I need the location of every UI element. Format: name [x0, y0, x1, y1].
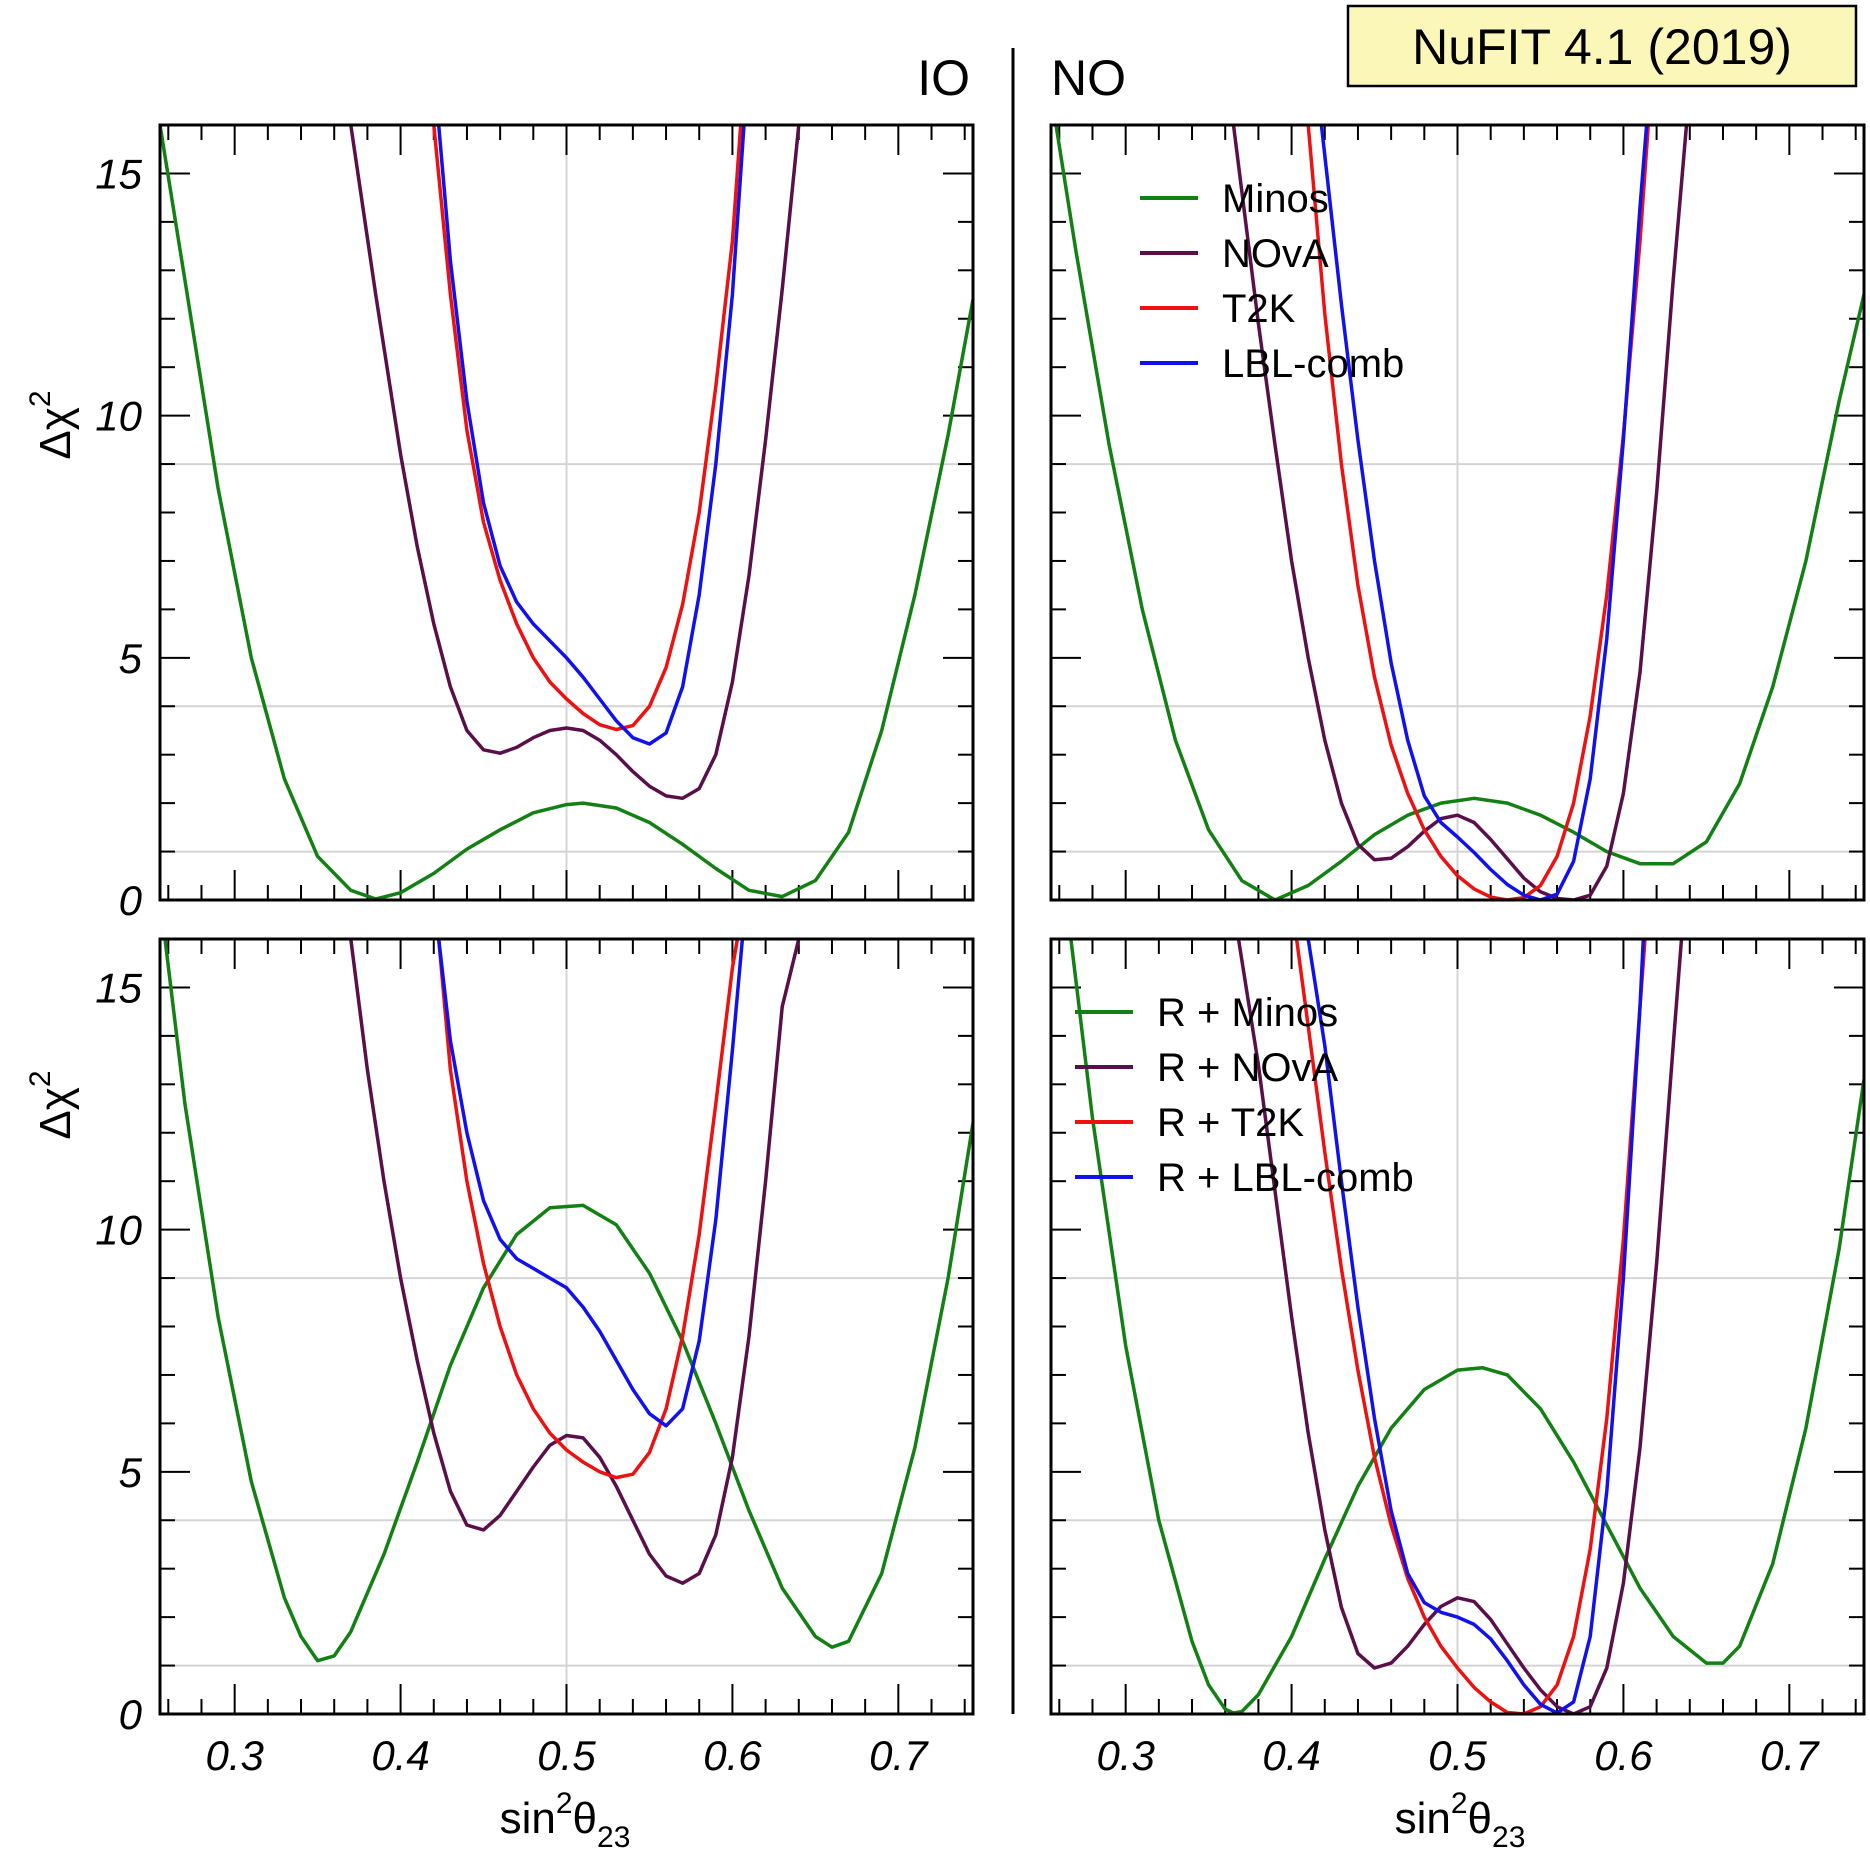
- series-line-minos: [1054, 125, 1864, 900]
- series-line-lbl: [436, 125, 746, 746]
- series-line-nova: [1236, 939, 1684, 1714]
- panel-bottom-left: 0 5 10 15 0.3 0.4 0.5 0.6 0.7: [95, 937, 975, 1779]
- y-axis-title-top: Δχ2: [24, 390, 80, 459]
- version-badge: NuFIT 4.1 (2019): [1346, 4, 1858, 88]
- legend-label: T2K: [1222, 287, 1296, 331]
- x-tick-label: 0.6: [703, 1732, 762, 1779]
- x-tick-label: 0.5: [1428, 1732, 1487, 1779]
- series-line-t2k: [1306, 125, 1651, 900]
- y-tick-label: 0: [119, 877, 143, 924]
- series-line-minos: [163, 939, 973, 1663]
- y-title-sup: 2: [24, 1070, 57, 1087]
- x-axis-title-right: sin2θ23: [1395, 1787, 1526, 1854]
- series-line-t2k: [436, 939, 740, 1480]
- series-line-nova: [349, 939, 801, 1585]
- legend-label: R + NOvA: [1157, 1046, 1338, 1090]
- svg-text:Δχ2: Δχ2: [24, 1070, 80, 1139]
- legend: Minos NOvA T2K LBL-comb: [1140, 177, 1404, 386]
- y-tick-label: 10: [95, 1207, 142, 1254]
- x-tick-label: 0.4: [1262, 1732, 1320, 1779]
- legend-label: R + T2K: [1157, 1101, 1304, 1145]
- y-tick-label: 0: [119, 1691, 143, 1738]
- panel-top-right: Minos NOvA T2K LBL-comb: [1049, 123, 1866, 902]
- x-tick-label: 0.3: [1096, 1732, 1154, 1779]
- y-title-sup: 2: [24, 390, 57, 407]
- legend-label: R + LBL-comb: [1157, 1156, 1414, 1200]
- series-group: [160, 125, 973, 900]
- series-line-nova: [349, 125, 801, 801]
- series-line-lbl: [1306, 939, 1646, 1714]
- legend-label: R + Minos: [1157, 991, 1338, 1035]
- y-tick-label: 15: [95, 150, 142, 197]
- svg-text:Δχ2: Δχ2: [24, 390, 80, 459]
- legend-label: LBL-comb: [1222, 342, 1404, 386]
- panel-top-left: 0 5 10 15: [95, 123, 975, 924]
- x-tick-label: 0.4: [371, 1732, 429, 1779]
- series-group: [163, 939, 973, 1663]
- y-axis-title-bottom: Δχ2: [24, 1070, 80, 1139]
- header-io-label: IO: [917, 50, 970, 106]
- y-tick-label: 5: [119, 635, 143, 682]
- x-tick-label: 0.5: [537, 1732, 596, 1779]
- y-title-main: Δχ: [31, 407, 80, 460]
- header-no-label: NO: [1051, 50, 1126, 106]
- version-badge-box: [1346, 4, 1858, 88]
- y-tick-label: 10: [95, 393, 142, 440]
- legend: R + Minos R + NOvA R + T2K R + LBL-comb: [1075, 991, 1414, 1200]
- version-badge-text: NuFIT 4.1 (2019): [1412, 19, 1792, 75]
- x-tick-label: 0.3: [205, 1732, 263, 1779]
- series-line-minos: [1069, 939, 1864, 1714]
- x-tick-label: 0.7: [869, 1732, 929, 1779]
- legend-label: NOvA: [1222, 232, 1329, 276]
- series-line-nova: [1231, 125, 1689, 900]
- series-line-t2k: [1294, 939, 1647, 1714]
- y-title-main: Δχ: [31, 1087, 80, 1140]
- panels: 0 5 10 15 Minos NOvA T2K LBL-comb 0 5 10 15 0.3 0.4 0.…: [95, 123, 1866, 1779]
- y-tick-label: 5: [119, 1449, 143, 1496]
- panel-frame: [158, 123, 975, 902]
- x-tick-label: 0.6: [1594, 1732, 1653, 1779]
- panel-frame: [1049, 123, 1866, 902]
- legend-label: Minos: [1222, 177, 1329, 221]
- series-line-t2k: [432, 125, 743, 732]
- x-tick-label: 0.7: [1760, 1732, 1820, 1779]
- x-axis-title-left: sin2θ23: [500, 1787, 631, 1854]
- y-tick-label: 15: [95, 964, 142, 1011]
- series-line-lbl: [436, 939, 745, 1428]
- series-line-minos: [160, 125, 973, 900]
- series-group: [1054, 125, 1864, 900]
- series-group: [1069, 939, 1864, 1714]
- panel-frame: [158, 937, 975, 1716]
- series-line-lbl: [1319, 125, 1649, 900]
- panel-frame: [1049, 937, 1866, 1716]
